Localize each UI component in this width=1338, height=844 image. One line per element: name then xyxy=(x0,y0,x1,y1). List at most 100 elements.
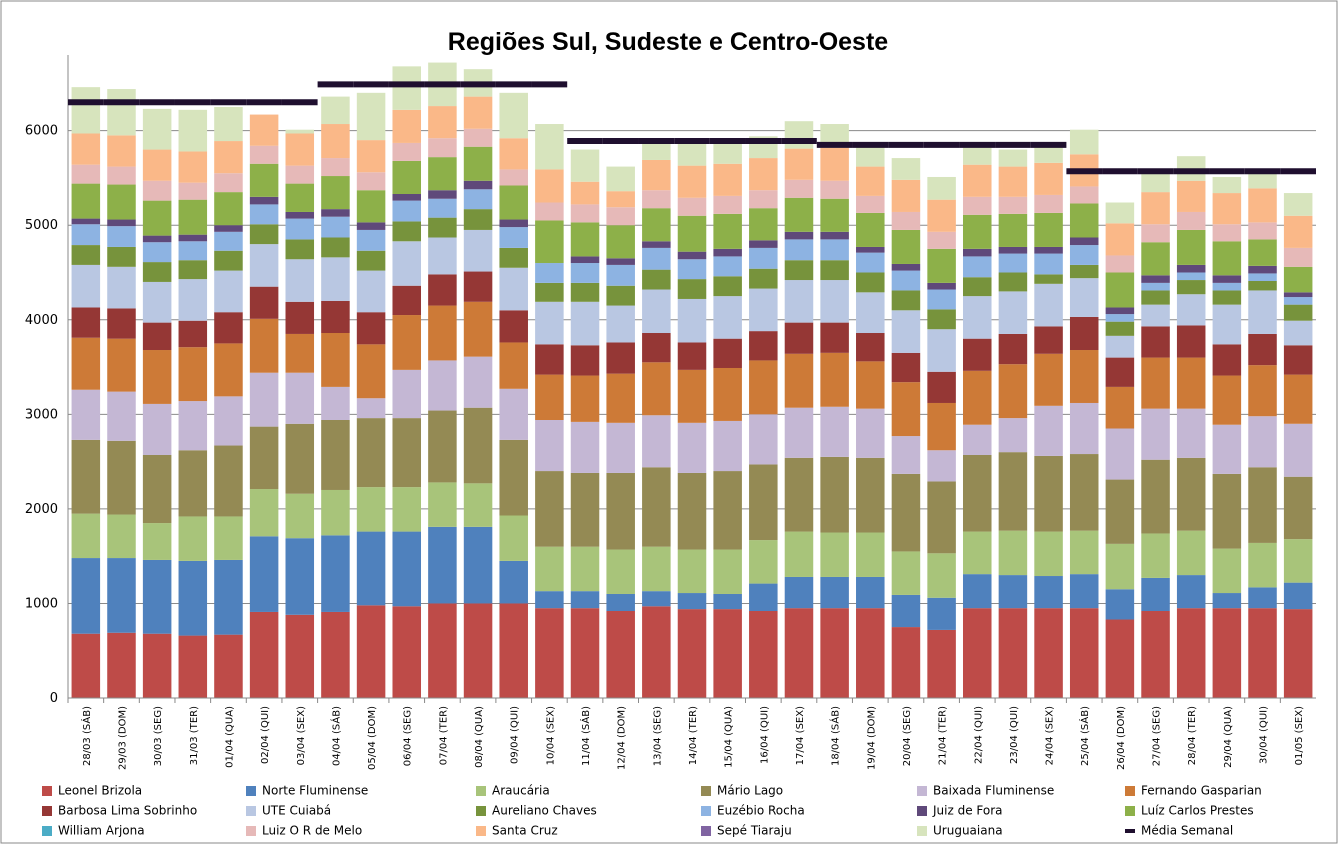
bar-segment xyxy=(535,124,564,170)
x-tick-label: 29/04 (QUA) xyxy=(1223,706,1234,768)
bar-segment xyxy=(142,149,172,181)
bar-segment xyxy=(713,296,742,339)
bar-segment xyxy=(962,256,992,278)
bar-segment xyxy=(1105,223,1135,256)
bar-segment xyxy=(642,333,671,363)
bar-segment xyxy=(927,597,956,630)
bar-segment xyxy=(677,298,707,343)
bar-segment xyxy=(570,256,600,264)
bar-segment xyxy=(677,593,707,610)
bar-segment xyxy=(820,180,849,199)
bar-segment xyxy=(1283,476,1313,540)
bar-segment xyxy=(998,166,1028,197)
bar-segment xyxy=(535,374,564,420)
bar-segment xyxy=(392,487,422,532)
bar-segment xyxy=(749,360,778,415)
bar-segment xyxy=(285,211,315,219)
bar-segment xyxy=(927,289,956,310)
bar-segment xyxy=(107,338,136,392)
bar-segment xyxy=(392,285,422,316)
bar-segment xyxy=(856,333,885,362)
bar-segment xyxy=(677,279,707,299)
bar-segment xyxy=(142,108,172,150)
bar-segment xyxy=(142,454,172,524)
bar-segment xyxy=(1248,273,1277,281)
bar-segment xyxy=(1069,237,1099,246)
bar-segment xyxy=(178,109,208,152)
bar-segment xyxy=(463,128,493,147)
bar-segment xyxy=(463,180,493,190)
bar-segment xyxy=(499,219,528,228)
bar-segment xyxy=(1283,247,1313,267)
bar-segment xyxy=(214,173,243,193)
bar-segment xyxy=(1141,357,1170,409)
bar-segment xyxy=(677,342,707,370)
bar-segment xyxy=(570,301,600,346)
bar-segment xyxy=(321,300,350,334)
bar-segment xyxy=(891,382,921,437)
bar-segment xyxy=(285,165,315,184)
bar-segment xyxy=(463,229,493,272)
bar-segment xyxy=(285,333,315,373)
bar-segment xyxy=(285,493,315,539)
bar-segment xyxy=(998,333,1028,365)
bar-segment xyxy=(214,141,243,174)
bar-segment xyxy=(214,312,243,344)
bar-segment xyxy=(1034,326,1063,354)
legend-swatch xyxy=(246,826,256,836)
bar-segment xyxy=(1283,582,1313,610)
bar-segment xyxy=(962,248,992,257)
bar-segment xyxy=(962,424,992,455)
bar-segment xyxy=(249,286,279,319)
bar-segment xyxy=(1105,255,1135,273)
bar-segment xyxy=(107,184,136,220)
bar-segment xyxy=(71,87,101,134)
bar-segment xyxy=(570,204,600,223)
bar-segment xyxy=(1248,280,1277,291)
bar-segment xyxy=(749,208,778,241)
bar-segment xyxy=(820,147,849,181)
bar-segment xyxy=(1034,162,1063,195)
bar-segment xyxy=(499,185,528,220)
bar-segment xyxy=(927,231,956,249)
bar-segment xyxy=(677,259,707,280)
bar-segment xyxy=(1105,619,1135,698)
bar-segment xyxy=(713,256,742,277)
bar-segment xyxy=(392,142,422,161)
y-tick-label: 2000 xyxy=(25,502,58,517)
legend-swatch xyxy=(917,826,927,836)
legend-label: UTE Cuiabá xyxy=(262,804,331,818)
legend-label: Aureliano Chaves xyxy=(492,804,597,818)
bar-segment xyxy=(249,244,279,287)
bar-segment xyxy=(1069,316,1099,351)
bar-segment xyxy=(428,106,457,139)
bar-segment xyxy=(535,344,564,375)
bar-segment xyxy=(927,176,956,200)
bar-segment xyxy=(249,611,279,698)
bar-segment xyxy=(606,264,635,286)
bar-segment xyxy=(856,166,885,196)
bar-segment xyxy=(1176,608,1206,698)
bar-segment xyxy=(998,246,1028,254)
bar-segment xyxy=(285,301,315,334)
bar-segment xyxy=(642,190,671,209)
bar-segment xyxy=(1212,290,1242,305)
bar-segment xyxy=(214,396,243,446)
x-tick-label: 07/04 (TER) xyxy=(438,706,449,765)
bar-segment xyxy=(570,546,600,592)
bar-segment xyxy=(1069,186,1099,204)
bar-segment xyxy=(570,608,600,698)
legend-label: Santa Cruz xyxy=(492,824,558,838)
bar-segment xyxy=(927,402,956,451)
x-tick-label: 15/04 (QUA) xyxy=(724,706,735,768)
x-tick-label: 29/03 (DOM) xyxy=(117,706,128,770)
bar-segment xyxy=(820,352,849,407)
bar-segment xyxy=(178,560,208,636)
bar-segment xyxy=(856,457,885,533)
bar-segment xyxy=(142,350,172,404)
legend-swatch xyxy=(701,806,711,816)
bar-segment xyxy=(1069,129,1099,155)
bar-segment xyxy=(642,159,671,191)
bar-segment xyxy=(1141,171,1170,193)
bar-segment xyxy=(784,179,814,198)
